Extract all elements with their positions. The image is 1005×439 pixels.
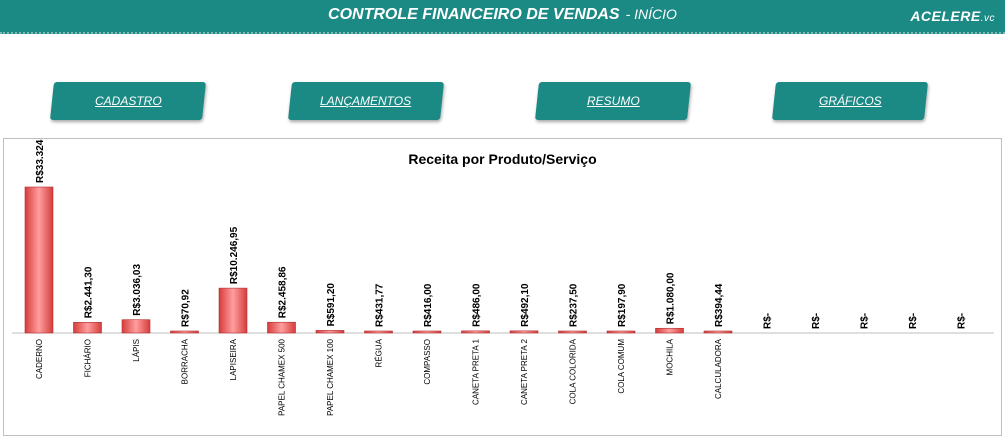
chart-bar: [315, 330, 345, 334]
chart-data-label: R$416,00: [423, 283, 434, 327]
brand-suffix: .vc: [980, 13, 995, 24]
nav-button-graficos-label: GRÁFICOS: [818, 94, 882, 108]
chart-bar: [655, 327, 684, 334]
revenue-chart: Receita por Produto/Serviço R$33.324,02 C…: [3, 138, 1002, 436]
header-bar: CONTROLE FINANCEIRO DE VENDAS - INÍCIO AC…: [0, 0, 1005, 34]
nav-button-lancamentos-label: LANÇAMENTOS: [320, 94, 412, 108]
chart-category-label: CALCULADORA: [714, 338, 723, 399]
chart-bar: [24, 186, 54, 334]
nav-button-lancamentos[interactable]: LANÇAMENTOS: [288, 82, 444, 120]
chart-canvas: R$33.324,02 CADERNO R$2.441,30 FICHÁRIO R$3.…: [12, 139, 994, 416]
chart-bar: [606, 330, 636, 334]
chart-data-label: R$-: [860, 313, 871, 329]
page-title-subtitle: - INÍCIO: [625, 6, 677, 22]
chart-bar: [558, 330, 587, 334]
chart-bar: [218, 287, 248, 334]
chart-category-label: PAPEL CHAMEX 100: [326, 338, 335, 415]
chart-data-label: R$1.080,00: [666, 272, 677, 324]
chart-data-label: R$486,00: [472, 283, 483, 327]
chart-data-label: R$-: [763, 313, 774, 329]
chart-bar: [509, 330, 539, 334]
chart-bar: [121, 319, 151, 334]
chart-category-label: RÉGUA: [375, 338, 384, 367]
chart-category-label: FICHÁRIO: [84, 339, 93, 377]
chart-category-label: CANETA PRETA 2: [520, 338, 529, 404]
chart-title: Receita por Produto/Serviço: [408, 151, 597, 167]
chart-data-label: R$3.036,03: [132, 264, 143, 316]
chart-category-label: COLA COLORIDA: [569, 338, 578, 404]
chart-data-label: R$492,10: [520, 283, 531, 327]
chart-data-label: R$2.441,30: [84, 266, 95, 318]
brand-logo: ACELERE.vc: [910, 8, 995, 24]
chart-category-label: PAPEL CHAMEX 500: [278, 338, 287, 415]
chart-data-label: R$-: [957, 313, 968, 329]
chart-category-label: CADERNO: [35, 339, 44, 379]
chart-bar: [703, 330, 733, 334]
chart-category-label: COMPASSO: [423, 339, 432, 385]
page-title: CONTROLE FINANCEIRO DE VENDAS - INÍCIO: [0, 6, 1005, 24]
chart-category-label: LÁPIS: [132, 339, 141, 362]
nav-button-cadastro-label: CADASTRO: [94, 94, 162, 108]
chart-bar: [412, 330, 442, 334]
nav-button-resumo-label: RESUMO: [586, 94, 640, 108]
chart-data-label: R$-: [908, 313, 919, 329]
chart-data-label: R$-: [811, 313, 822, 329]
chart-category-label: LAPISEIRA: [229, 338, 238, 380]
chart-category-label: CANETA PRETA 1: [472, 338, 481, 404]
page-title-main: CONTROLE FINANCEIRO DE VENDAS: [328, 6, 620, 23]
chart-data-label: R$591,20: [326, 283, 337, 327]
chart-bar: [461, 330, 490, 334]
chart-data-label: R$197,90: [617, 283, 628, 327]
chart-data-label: R$431,77: [375, 283, 386, 327]
nav-button-graficos[interactable]: GRÁFICOS: [772, 82, 928, 120]
chart-data-label: R$2.458,86: [278, 266, 289, 318]
chart-data-label: R$10.246,95: [229, 226, 240, 284]
chart-bar: [170, 330, 199, 334]
nav-button-cadastro[interactable]: CADASTRO: [50, 82, 206, 120]
chart-data-label: R$70,92: [181, 289, 192, 327]
chart-category-label: COLA COMUM: [617, 339, 626, 394]
chart-data-label: R$394,44: [714, 283, 725, 327]
chart-category-label: MOCHILA: [666, 338, 675, 375]
chart-data-label: R$33.324,02: [35, 139, 46, 183]
chart-category-label: BORRACHA: [181, 338, 190, 384]
chart-bar: [364, 330, 393, 334]
nav-button-resumo[interactable]: RESUMO: [535, 82, 691, 120]
chart-bar: [267, 321, 296, 334]
chart-bar: [73, 322, 102, 334]
chart-data-label: R$237,50: [569, 283, 580, 327]
brand-name: ACELERE: [910, 8, 981, 24]
